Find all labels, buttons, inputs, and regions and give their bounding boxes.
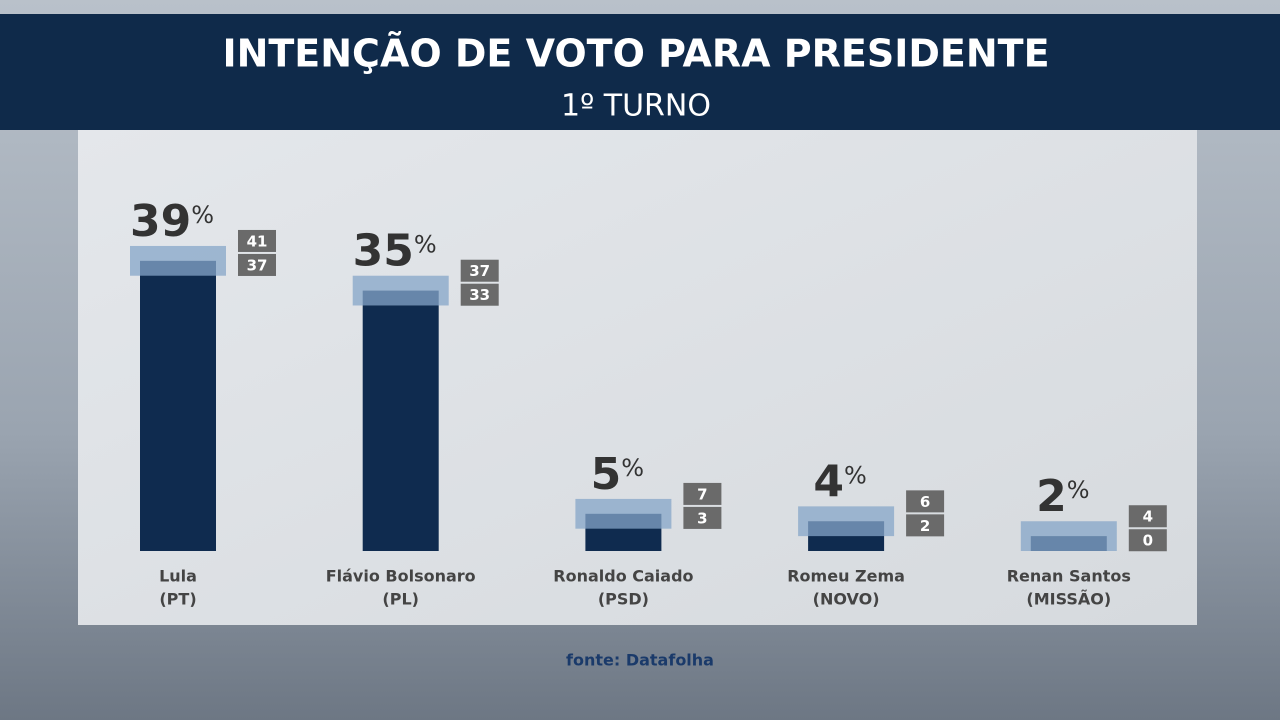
value-label: 5%: [591, 449, 644, 500]
value-unit: %: [414, 231, 437, 259]
value-number: 35: [353, 226, 414, 277]
range-band: [130, 245, 226, 276]
value-number: 39: [130, 196, 191, 247]
category-label: Lula: [159, 567, 197, 586]
value-label: 4%: [813, 456, 866, 507]
party-label: (MISSÃO): [1026, 590, 1111, 609]
range-label: 3: [697, 509, 707, 527]
range-label: 0: [1143, 532, 1153, 550]
value-unit: %: [1067, 476, 1090, 504]
category-label: Ronaldo Caiado: [553, 567, 693, 586]
range-box: [1128, 505, 1167, 528]
range-box: [683, 506, 722, 529]
range-label: 4: [1143, 508, 1153, 526]
category-label: Renan Santos: [1007, 567, 1131, 586]
range-box: [238, 229, 276, 252]
bar: [140, 260, 216, 551]
range-label: 37: [469, 262, 490, 280]
party-label: (NOVO): [813, 590, 880, 609]
party-label: (PT): [159, 590, 196, 609]
party-label: (PL): [382, 590, 419, 609]
range-box: [238, 253, 276, 276]
range-box: [906, 490, 945, 513]
range-box: [1128, 529, 1167, 552]
range-box: [460, 259, 499, 282]
range-band: [1020, 521, 1117, 551]
value-label: 2%: [1036, 471, 1089, 522]
range-label: 41: [247, 232, 268, 250]
value-number: 2: [1036, 471, 1067, 522]
header-band: [0, 14, 1280, 130]
range-label: 37: [247, 256, 268, 274]
range-box: [683, 482, 722, 505]
category-label: Romeu Zema: [787, 567, 905, 586]
value-label: 39%: [130, 196, 214, 247]
range-box: [906, 514, 945, 537]
range-band: [575, 498, 672, 529]
value-number: 5: [591, 449, 622, 500]
value-number: 4: [813, 456, 844, 507]
range-box: [460, 283, 499, 306]
range-label: 7: [697, 485, 707, 503]
range-band: [798, 506, 895, 537]
chart-title: INTENÇÃO DE VOTO PARA PRESIDENTE: [222, 32, 1049, 76]
bar: [362, 290, 439, 551]
value-unit: %: [844, 461, 867, 489]
range-label: 2: [920, 517, 930, 535]
party-label: (PSD): [598, 590, 649, 609]
value-unit: %: [621, 454, 644, 482]
chart-subtitle: 1º TURNO: [561, 89, 711, 124]
category-label: Flávio Bolsonaro: [326, 567, 476, 586]
value-unit: %: [191, 201, 214, 229]
range-label: 33: [469, 286, 490, 304]
range-band: [352, 275, 449, 306]
source: fonte: Datafolha: [566, 651, 714, 670]
value-label: 35%: [353, 226, 437, 277]
range-label: 6: [920, 493, 930, 511]
